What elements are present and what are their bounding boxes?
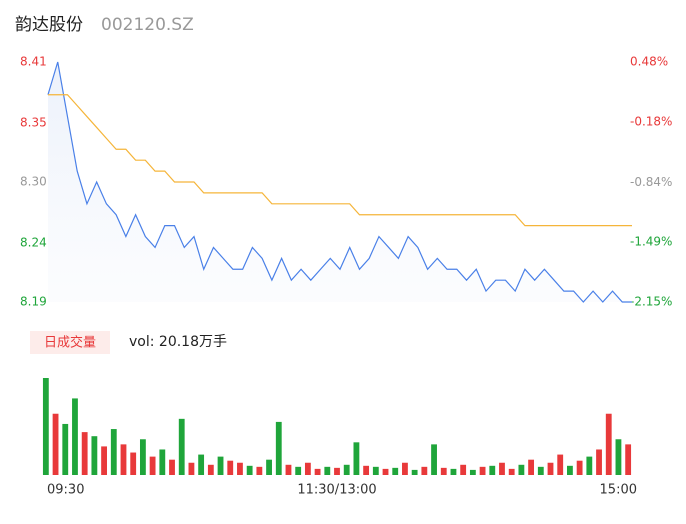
volume-annotation: vol: 20.18万手 [129,334,227,350]
volume-bar [42,378,49,475]
y2-tick-label: 0.48% [630,55,668,69]
volume-bar [246,465,253,475]
volume-bar [363,465,370,475]
volume-bar [314,468,321,475]
volume-bar [537,466,544,475]
volume-bar [479,466,486,475]
volume-bar [382,468,389,475]
volume-bar [372,466,379,475]
y2-tick-label: -0.84% [630,175,672,189]
y-tick-label: 8.19 [20,295,47,309]
y-tick-label: 8.35 [20,116,47,130]
volume-bar [81,432,88,475]
volume-bar [324,466,331,475]
volume-bar [110,429,117,475]
volume-bar [402,462,408,475]
volume-bar [139,439,146,475]
volume-bar [440,467,447,475]
x-tick-label: 09:30 [47,483,84,498]
volume-bar [217,456,224,475]
volume-bar [508,468,515,475]
price-area [48,62,632,302]
volume-bar [178,418,185,475]
volume-bar [353,442,360,475]
volume-bar [275,421,282,475]
volume-bar [285,464,292,475]
volume-bar [557,454,564,475]
stock-name: 韵达股份 [15,15,83,35]
volume-bar [72,398,78,475]
y2-tick-label: -0.18% [630,115,672,129]
volume-bar [237,462,243,475]
series-line [47,61,632,303]
volume-bar [91,436,98,475]
x-tick-label: 11:30/13:00 [297,483,376,498]
volume-bar [188,462,195,475]
volume-bar [266,459,272,475]
volume-bar [576,460,583,475]
volume-bar [130,452,137,475]
volume-bar [101,446,107,475]
volume-bar [159,449,166,475]
y-tick-label: 8.41 [20,55,47,69]
y-tick-label: 8.24 [20,236,47,250]
volume-bar [605,413,612,475]
series-line [48,94,632,227]
y-tick-label: 8.30 [20,175,47,189]
volume-bar [518,464,525,475]
volume-bar [304,462,311,475]
y2-tick-label: -1.49% [630,234,672,248]
volume-bar [586,456,593,475]
volume-bar [596,449,602,475]
volume-tab[interactable] [30,331,110,354]
volume-bar [392,467,399,475]
volume-bar [169,459,175,475]
volume-bar [625,444,632,475]
volume-bar [198,454,205,475]
volume-bar [431,444,437,475]
volume-bar [256,466,263,475]
volume-bar [499,462,505,475]
volume-bar [334,467,340,475]
volume-bar [567,465,573,475]
volume-tab-label[interactable]: 日成交量 [44,335,96,351]
volume-bar [52,413,59,475]
volume-bar [489,465,496,475]
volume-bar [528,459,535,475]
volume-bar [421,466,428,475]
volume-bar [295,466,302,475]
volume-bar [469,469,476,475]
volume-bar [227,460,234,475]
volume-bar [149,456,156,475]
y2-tick-label: -2.15% [630,295,672,309]
volume-bar [411,469,418,475]
volume-bar [547,462,554,475]
stock-code: 002120.SZ [101,15,194,35]
volume-bar [62,423,69,475]
volume-bar [207,464,214,475]
volume-bar [343,464,350,475]
volume-bar [120,444,127,475]
volume-bar [460,464,467,475]
x-tick-label: 15:00 [600,483,637,498]
volume-bar [615,439,622,475]
volume-bar [450,468,457,475]
